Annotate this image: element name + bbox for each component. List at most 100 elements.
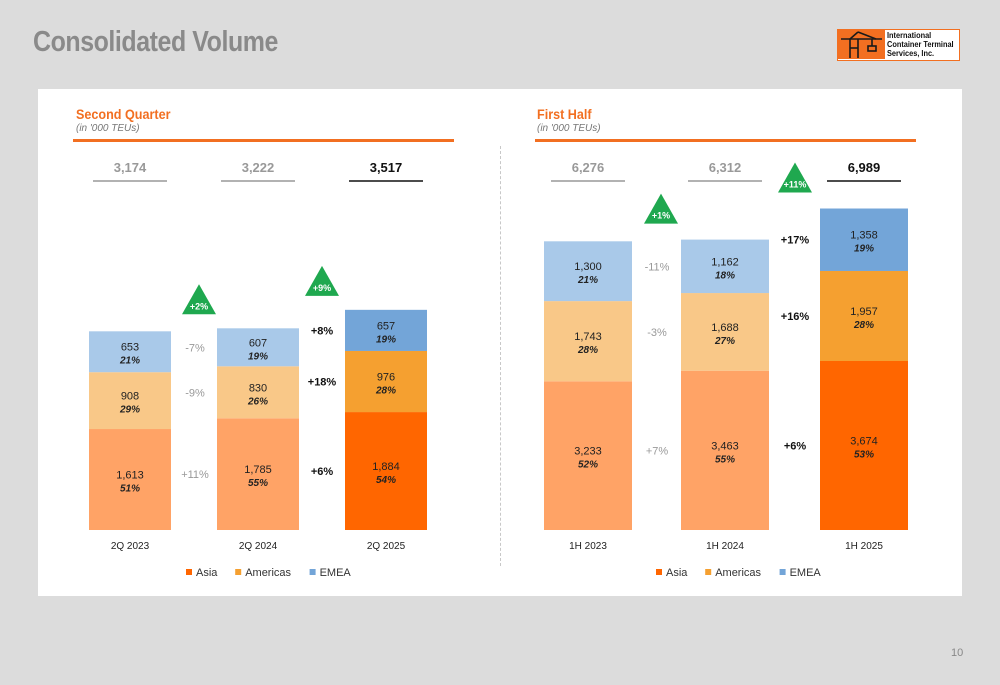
change-label-1-1-0: +6%: [784, 440, 807, 452]
change-label-0-0-2: -7%: [185, 342, 205, 354]
value-label-emea-0-0: 653: [121, 342, 139, 354]
section-divider: [500, 146, 501, 566]
category-label-1-0: 1H 2023: [569, 541, 607, 552]
category-label-0-2: 2Q 2025: [367, 541, 406, 552]
share-label-emea-1-1: 18%: [715, 270, 735, 281]
share-label-americas-1-0: 28%: [577, 345, 598, 356]
change-label-1-1-1: +16%: [781, 311, 810, 323]
bar-asia-0-0: [89, 429, 171, 530]
category-label-0-0: 2Q 2023: [111, 541, 150, 552]
change-label-1-0-1: -3%: [647, 327, 667, 339]
value-label-americas-1-1: 1,688: [711, 322, 739, 334]
bar-americas-1-0: [544, 301, 632, 382]
increase-badge-label-1-0: +1%: [652, 211, 670, 221]
increase-badge-0-1: [305, 265, 339, 296]
value-label-americas-0-2: 976: [377, 372, 395, 384]
total-label-1-2: 6,989: [848, 160, 881, 175]
page-title: Consolidated Volume: [33, 26, 278, 58]
value-label-emea-0-1: 607: [249, 337, 267, 349]
total-label-0-1: 3,222: [242, 160, 275, 175]
change-label-1-1-2: +17%: [781, 235, 810, 247]
bar-emea-0-2: [345, 309, 427, 351]
total-label-0-0: 3,174: [114, 160, 147, 175]
crane-icon: [838, 30, 885, 59]
value-label-americas-1-2: 1,957: [850, 306, 878, 318]
legend-label-emea-0: EMEA: [320, 567, 352, 579]
logo-text: International Container Terminal Service…: [887, 31, 954, 59]
bar-emea-1-1: [681, 239, 769, 294]
second-quarter-title: Second Quarter: [76, 106, 171, 122]
bar-emea-0-1: [217, 328, 299, 367]
value-label-americas-0-1: 830: [249, 382, 267, 394]
legend-label-emea-1: EMEA: [790, 567, 822, 579]
bar-asia-0-1: [217, 418, 299, 530]
bar-asia-1-1: [681, 370, 769, 530]
change-label-0-1-0: +6%: [311, 466, 334, 478]
share-label-emea-1-0: 21%: [577, 275, 598, 286]
change-label-1-0-0: +7%: [646, 445, 669, 457]
total-label-0-2: 3,517: [370, 160, 403, 175]
total-label-1-1: 6,312: [709, 160, 742, 175]
increase-badge-0-0: [182, 284, 216, 315]
share-label-asia-0-2: 54%: [376, 475, 396, 486]
value-label-asia-1-0: 3,233: [574, 446, 602, 458]
first-half-rule: [535, 139, 916, 142]
first-half-subtitle: (in '000 TEUs): [537, 123, 601, 134]
value-label-emea-1-0: 1,300: [574, 261, 602, 273]
bar-emea-0-0: [89, 331, 171, 373]
share-label-americas-1-1: 27%: [714, 336, 735, 347]
value-label-asia-0-0: 1,613: [116, 470, 144, 482]
category-label-1-1: 1H 2024: [706, 541, 744, 552]
bar-americas-1-2: [820, 270, 908, 361]
company-logo: International Container Terminal Service…: [837, 29, 960, 61]
legend-swatch-emea-1: [779, 569, 786, 575]
value-label-asia-0-1: 1,785: [244, 464, 272, 476]
change-label-0-1-2: +8%: [311, 325, 334, 337]
legend-label-asia-1: Asia: [666, 567, 688, 579]
share-label-americas-0-1: 26%: [247, 396, 268, 407]
value-label-asia-1-2: 3,674: [850, 435, 878, 447]
share-label-asia-1-2: 53%: [854, 449, 874, 460]
page-number: 10: [951, 647, 964, 659]
increase-badge-label-1-1: +11%: [784, 180, 807, 190]
legend-label-asia-0: Asia: [196, 567, 218, 579]
increase-badge-1-1: [778, 162, 812, 193]
value-label-americas-0-0: 908: [121, 391, 139, 403]
category-label-1-2: 1H 2025: [845, 541, 883, 552]
bar-americas-1-1: [681, 293, 769, 371]
bar-emea-1-0: [544, 241, 632, 302]
share-label-emea-0-1: 19%: [248, 351, 268, 362]
second-quarter-rule: [73, 139, 454, 142]
share-label-asia-0-0: 51%: [120, 484, 140, 495]
increase-badge-label-0-0: +2%: [190, 301, 208, 311]
value-label-emea-1-1: 1,162: [711, 256, 739, 268]
legend-swatch-americas-0: [235, 569, 242, 575]
legend-swatch-americas-1: [705, 569, 712, 575]
value-label-emea-1-2: 1,358: [850, 230, 878, 242]
share-label-americas-1-2: 28%: [853, 320, 874, 331]
share-label-americas-0-2: 28%: [375, 386, 396, 397]
value-label-asia-0-2: 1,884: [372, 461, 400, 473]
bar-americas-0-2: [345, 350, 427, 413]
bar-americas-0-1: [217, 366, 299, 419]
share-label-emea-0-2: 19%: [376, 334, 396, 345]
increase-badge-1-0: [644, 193, 678, 224]
total-label-1-0: 6,276: [572, 160, 605, 175]
first-half-title: First Half: [537, 106, 592, 122]
bar-asia-1-2: [820, 360, 908, 530]
legend-label-americas-1: Americas: [715, 567, 761, 579]
share-label-americas-0-0: 29%: [119, 405, 140, 416]
bar-americas-0-0: [89, 372, 171, 430]
legend-swatch-emea-0: [309, 569, 316, 575]
bar-asia-0-2: [345, 412, 427, 530]
value-label-americas-1-0: 1,743: [574, 331, 602, 343]
legend-label-americas-0: Americas: [245, 567, 291, 579]
share-label-asia-0-1: 55%: [248, 478, 268, 489]
bar-emea-1-2: [820, 208, 908, 271]
value-label-asia-1-1: 3,463: [711, 440, 739, 452]
increase-badge-label-0-1: +9%: [313, 283, 331, 293]
change-label-1-0-2: -11%: [645, 261, 670, 273]
share-label-emea-0-0: 21%: [119, 356, 140, 367]
share-label-emea-1-2: 19%: [854, 244, 874, 255]
